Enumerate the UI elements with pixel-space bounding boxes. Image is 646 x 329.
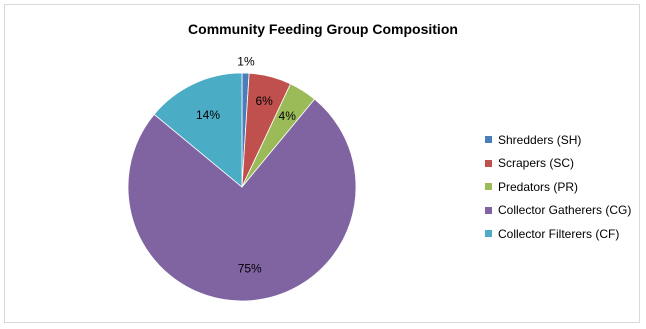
slice-data-label: 75% — [238, 262, 262, 276]
legend: Shredders (SH) Scrapers (SC) Predators (PR… — [485, 128, 631, 246]
legend-item: Predators (PR) — [485, 175, 631, 199]
legend-item: Shredders (SH) — [485, 128, 631, 152]
legend-item: Collector Gatherers (CG) — [485, 199, 631, 223]
legend-swatch — [485, 183, 492, 191]
legend-label: Scrapers (SC) — [498, 156, 575, 171]
legend-label: Collector Filterers (CF) — [498, 226, 620, 241]
slice-data-label: 4% — [279, 109, 297, 123]
legend-label: Collector Gatherers (CG) — [498, 203, 632, 218]
slice-data-label: 6% — [255, 94, 273, 108]
legend-item: Scrapers (SC) — [485, 152, 631, 176]
slice-data-label: 14% — [196, 108, 220, 122]
pie-slice-5 — [153, 72, 243, 188]
legend-label: Predators (PR) — [498, 179, 579, 194]
legend-label: Shredders (SH) — [498, 132, 582, 147]
pie-slice-4 — [127, 98, 357, 302]
legend-swatch — [485, 206, 492, 214]
legend-swatch — [485, 136, 492, 144]
legend-item: Collector Filterers (CF) — [485, 222, 631, 246]
chart-title: Community Feeding Group Composition — [188, 21, 458, 37]
slice-data-label: 1% — [237, 55, 255, 69]
chart-frame: Community Feeding Group Composition 1% 6%… — [4, 4, 640, 323]
legend-swatch — [485, 159, 492, 167]
pie-chart: 1% 6% 4% 75% 14% — [127, 55, 357, 302]
legend-swatch — [485, 230, 492, 238]
